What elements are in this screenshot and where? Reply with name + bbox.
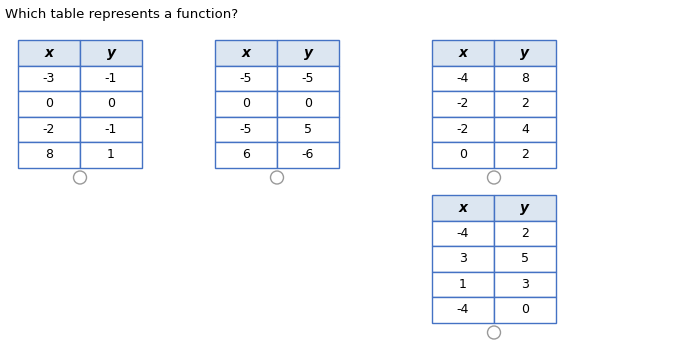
- Text: 1: 1: [107, 148, 115, 161]
- Bar: [494, 66, 556, 91]
- Text: y: y: [107, 46, 116, 60]
- Text: -4: -4: [457, 227, 469, 240]
- Text: -4: -4: [457, 303, 469, 316]
- Text: 2: 2: [521, 148, 529, 161]
- Text: 0: 0: [242, 97, 250, 110]
- Bar: [494, 116, 556, 142]
- Bar: [432, 220, 494, 246]
- Bar: [494, 297, 556, 323]
- Bar: [18, 116, 80, 142]
- Text: 4: 4: [521, 123, 529, 136]
- Text: x: x: [458, 201, 468, 215]
- Text: 3: 3: [459, 252, 467, 265]
- Text: y: y: [521, 201, 530, 215]
- Bar: [494, 91, 556, 116]
- Bar: [18, 40, 80, 66]
- Bar: [432, 272, 494, 297]
- Bar: [494, 272, 556, 297]
- Bar: [432, 66, 494, 91]
- Circle shape: [488, 171, 500, 184]
- Text: 0: 0: [459, 148, 467, 161]
- Text: 1: 1: [459, 278, 467, 291]
- Text: -2: -2: [43, 123, 55, 136]
- Text: 2: 2: [521, 97, 529, 110]
- Bar: [215, 91, 277, 116]
- Text: x: x: [45, 46, 54, 60]
- Text: 0: 0: [107, 97, 115, 110]
- Bar: [277, 116, 339, 142]
- Bar: [80, 66, 142, 91]
- Bar: [80, 142, 142, 168]
- Text: -2: -2: [457, 123, 469, 136]
- Bar: [432, 40, 494, 66]
- Bar: [494, 246, 556, 272]
- Bar: [432, 91, 494, 116]
- Bar: [18, 91, 80, 116]
- Text: y: y: [521, 46, 530, 60]
- Bar: [80, 40, 142, 66]
- Text: 6: 6: [242, 148, 250, 161]
- Bar: [432, 195, 494, 220]
- Bar: [18, 142, 80, 168]
- Bar: [277, 66, 339, 91]
- Text: 8: 8: [521, 72, 529, 85]
- Circle shape: [74, 171, 87, 184]
- Bar: [432, 297, 494, 323]
- Circle shape: [488, 326, 500, 339]
- Text: Which table represents a function?: Which table represents a function?: [5, 8, 238, 21]
- Text: 8: 8: [45, 148, 53, 161]
- Bar: [80, 91, 142, 116]
- Bar: [494, 40, 556, 66]
- Text: -4: -4: [457, 72, 469, 85]
- Text: 5: 5: [521, 252, 529, 265]
- Bar: [494, 195, 556, 220]
- Text: -5: -5: [302, 72, 314, 85]
- Bar: [215, 116, 277, 142]
- Text: 0: 0: [45, 97, 53, 110]
- Text: -2: -2: [457, 97, 469, 110]
- Bar: [432, 246, 494, 272]
- Bar: [215, 66, 277, 91]
- Bar: [277, 40, 339, 66]
- Bar: [277, 91, 339, 116]
- Text: 2: 2: [521, 227, 529, 240]
- Bar: [494, 142, 556, 168]
- Bar: [494, 220, 556, 246]
- Text: 0: 0: [304, 97, 312, 110]
- Text: -5: -5: [239, 72, 252, 85]
- Text: -3: -3: [43, 72, 55, 85]
- Text: -1: -1: [105, 72, 117, 85]
- Text: -1: -1: [105, 123, 117, 136]
- Bar: [432, 142, 494, 168]
- Text: -6: -6: [302, 148, 314, 161]
- Circle shape: [270, 171, 283, 184]
- Bar: [18, 66, 80, 91]
- Bar: [215, 142, 277, 168]
- Text: x: x: [241, 46, 250, 60]
- Text: 3: 3: [521, 278, 529, 291]
- Text: y: y: [303, 46, 312, 60]
- Text: 5: 5: [304, 123, 312, 136]
- Bar: [80, 116, 142, 142]
- Text: -5: -5: [239, 123, 252, 136]
- Bar: [215, 40, 277, 66]
- Text: x: x: [458, 46, 468, 60]
- Bar: [432, 116, 494, 142]
- Text: 0: 0: [521, 303, 529, 316]
- Bar: [277, 142, 339, 168]
